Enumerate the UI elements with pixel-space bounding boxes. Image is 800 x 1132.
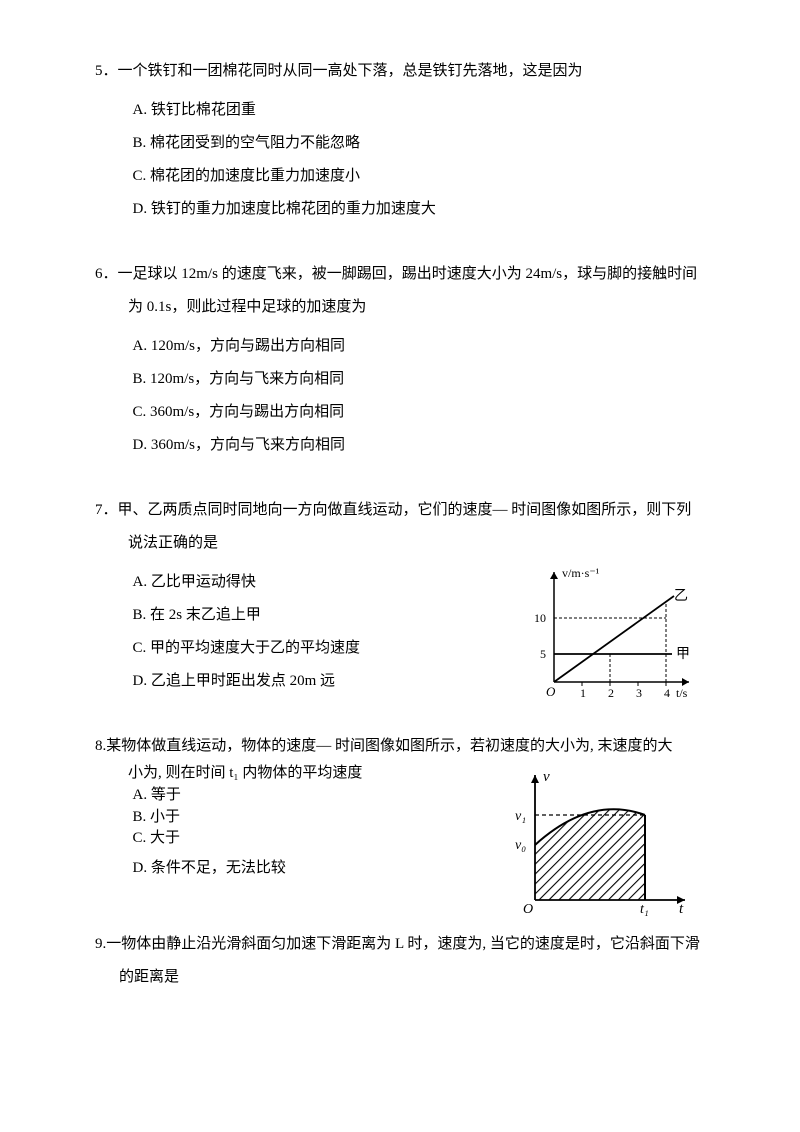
question-8: 8.某物体做直线运动，物体的速度— 时间图像如图所示，若初速度的大小为, 末速度… [95,730,705,880]
q5-num: 5． [95,63,118,79]
q9-num: 9. [95,936,106,952]
question-9: 9.一物体由静止沿光滑斜面匀加速下滑距离为 L 时，速度为, 当它的速度是时，它… [95,928,705,994]
q5-choice-b: B. 棉花团受到的空气阻力不能忽略 [95,127,705,160]
q5-stem: 5．一个铁钉和一团棉花同时从同一高处下落，总是铁钉先落地，这是因为 [95,55,705,88]
q8-stem: 8.某物体做直线运动，物体的速度— 时间图像如图所示，若初速度的大小为, 末速度… [95,730,705,763]
q7-xlabel: t/s [676,686,688,700]
q5-choice-c: C. 棉花团的加速度比重力加速度小 [95,160,705,193]
q9-stem: 9.一物体由静止沿光滑斜面匀加速下滑距离为 L 时，速度为, 当它的速度是时，它… [95,928,705,994]
question-7: 7．甲、乙两质点同时同地向一方向做直线运动，它们的速度— 时间图像如图所示，则下… [95,494,705,698]
q8-num: 8. [95,738,106,754]
q5-choice-d: D. 铁钉的重力加速度比棉花团的重力加速度大 [95,193,705,226]
q7-ytick-5: 5 [540,647,546,661]
q8-v0-label: v₀ [515,838,526,853]
q7-num: 7． [95,502,118,518]
q8-t1-label: t₁ [640,902,649,917]
q7-xtick-2: 2 [608,686,614,700]
q7-vt-graph: 1 2 3 4 5 10 O t/s v/m·s⁻¹ 乙 甲 [524,562,699,712]
q7-line-jia-label: 甲 [676,647,690,662]
q7-xtick-3: 3 [636,686,642,700]
q5-choice-a: A. 铁钉比棉花团重 [95,94,705,127]
q8-v1-label: v₁ [515,809,526,824]
q8-vt-graph: v₁ v₀ O t₁ t v [495,765,695,925]
q7-xtick-1: 1 [580,686,586,700]
q7-ytick-10: 10 [534,611,546,625]
q6-choice-a: A. 120m/s，方向与踢出方向相同 [95,330,705,363]
question-5: 5．一个铁钉和一团棉花同时从同一高处下落，总是铁钉先落地，这是因为 A. 铁钉比… [95,55,705,226]
q6-stem: 6．一足球以 12m/s 的速度飞来，被一脚踢回，踢出时速度大小为 24m/s，… [95,258,705,324]
q8-ylabel: v [543,769,550,785]
q6-num: 6． [95,266,118,282]
q7-line-yi-label: 乙 [674,588,688,604]
q7-stem: 7．甲、乙两质点同时同地向一方向做直线运动，它们的速度— 时间图像如图所示，则下… [95,494,705,560]
q7-xtick-4: 4 [664,686,670,700]
q7-origin-label: O [546,684,556,699]
question-6: 6．一足球以 12m/s 的速度飞来，被一脚踢回，踢出时速度大小为 24m/s，… [95,258,705,462]
q8-xlabel: t [679,901,684,917]
q6-choice-d: D. 360m/s，方向与飞来方向相同 [95,429,705,462]
q6-choice-c: C. 360m/s，方向与踢出方向相同 [95,396,705,429]
q8-origin-label: O [523,902,533,917]
q6-choice-b: B. 120m/s，方向与飞来方向相同 [95,363,705,396]
q7-ylabel: v/m·s⁻¹ [562,566,600,580]
